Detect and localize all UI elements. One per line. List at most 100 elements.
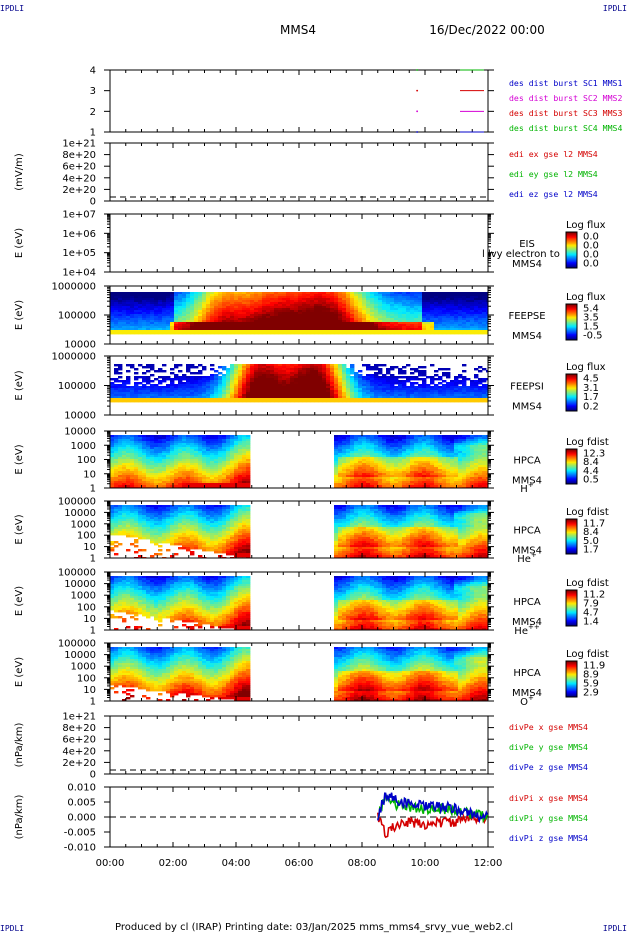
spectrogram-cell (374, 445, 379, 448)
spectrogram-cell (390, 326, 395, 329)
spectrogram-cell (358, 320, 363, 323)
spectrogram-cell (302, 374, 307, 377)
spectrogram-cell (190, 461, 195, 464)
spectrogram-cell (414, 439, 419, 442)
spectrogram-cell (266, 326, 271, 329)
spectrogram-cell (178, 298, 183, 301)
spectrogram-cell (278, 318, 283, 321)
spectrogram-cell (422, 318, 427, 321)
spectrogram-cell (222, 455, 227, 458)
spectrogram-cell (338, 447, 343, 450)
spectrogram-cell (386, 485, 391, 488)
spectrogram-cell (298, 312, 303, 315)
spectrogram-cell (162, 441, 167, 444)
spectrogram-cell (206, 320, 211, 323)
spectrogram-cell (174, 376, 179, 379)
spectrogram-cell (150, 467, 155, 470)
spectrogram-cell (370, 443, 375, 446)
spectrogram-cell (422, 390, 427, 393)
spectrogram-cell (150, 483, 155, 486)
spectrogram-cell (370, 314, 375, 317)
spectrogram-cell (118, 467, 123, 470)
spectrogram-cell (202, 459, 207, 462)
spectrogram-cell (258, 330, 263, 333)
spectrogram-cell (266, 390, 271, 393)
spectrogram-cell (242, 390, 247, 393)
spectrogram-cell (402, 296, 407, 299)
spectrogram-cell (306, 306, 311, 309)
spectrogram-cell (246, 435, 251, 438)
spectrogram-cell (330, 366, 335, 369)
spectrogram-cell (230, 308, 235, 311)
spectrogram-cell (294, 368, 299, 371)
spectrogram-cell (258, 322, 263, 325)
spectrogram-cell (410, 330, 415, 333)
spectrogram-cell (398, 439, 403, 442)
spectrogram-cell (154, 439, 159, 442)
spectrogram-cell (182, 481, 187, 484)
spectrogram-cell (294, 332, 299, 335)
spectrogram-cell (354, 479, 359, 482)
spectrogram-cell (422, 372, 427, 375)
spectrogram-cell (226, 473, 231, 476)
spectrogram-cell (486, 310, 488, 313)
spectrogram-cell (450, 386, 455, 389)
spectrogram-cell (422, 302, 427, 305)
spectrogram-cell (158, 465, 163, 468)
spectrogram-cell (154, 330, 159, 333)
spectrogram-cell (174, 479, 179, 482)
spectrogram-cell (242, 326, 247, 329)
spectrogram-cell (170, 453, 175, 456)
spectrogram-cell (114, 473, 119, 476)
spectrogram-cell (218, 449, 223, 452)
spectrogram-cell (234, 306, 239, 309)
spectrogram-cell (210, 316, 215, 319)
spectrogram-cell (146, 481, 151, 484)
spectrogram-cell (174, 320, 179, 323)
spectrogram-cell (314, 332, 319, 335)
spectrogram-cell (114, 445, 119, 448)
spectrogram-cell (354, 449, 359, 452)
spectrogram-cell (114, 390, 119, 393)
spectrogram-cell (206, 400, 211, 403)
spectrogram-cell (138, 463, 143, 466)
spectrogram-cell (406, 308, 411, 311)
spectrogram-cell (246, 479, 251, 482)
spectrogram-cell (238, 298, 243, 301)
spectrogram-cell (222, 298, 227, 301)
spectrogram-cell (402, 380, 407, 383)
spectrogram-cell (378, 314, 383, 317)
spectrogram-cell (182, 326, 187, 329)
spectrogram-cell (306, 310, 311, 313)
spectrogram-cell (442, 396, 447, 399)
spectrogram-cell (482, 304, 487, 307)
spectrogram-cell (206, 384, 211, 387)
spectrogram-cell (442, 294, 447, 297)
spectrogram-cell (486, 388, 488, 391)
spectrogram-cell (142, 453, 147, 456)
spectrogram-cell (186, 332, 191, 335)
spectrogram-cell (206, 445, 211, 448)
spectrogram-cell (334, 312, 339, 315)
spectrogram-cell (202, 296, 207, 299)
spectrogram-cell (402, 451, 407, 454)
spectrogram-cell (406, 376, 411, 379)
spectrogram-cell (378, 300, 383, 303)
spectrogram-cell (370, 326, 375, 329)
spectrogram-cell (270, 374, 275, 377)
spectrogram-cell (322, 378, 327, 381)
spectrogram-cell (410, 378, 415, 381)
spectrogram-cell (362, 380, 367, 383)
spectrogram-cell (258, 302, 263, 305)
spectrogram-cell (174, 296, 179, 299)
spectrogram-cell (222, 465, 227, 468)
spectrogram-cell (114, 320, 119, 323)
spectrogram-cell (458, 314, 463, 317)
spectrogram-cell (302, 390, 307, 393)
spectrogram-cell (122, 318, 127, 321)
spectrogram-cell (210, 382, 215, 385)
spectrogram-cell (266, 320, 271, 323)
spectrogram-cell (374, 443, 379, 446)
spectrogram-cell (410, 481, 415, 484)
spectrogram-cell (310, 296, 315, 299)
